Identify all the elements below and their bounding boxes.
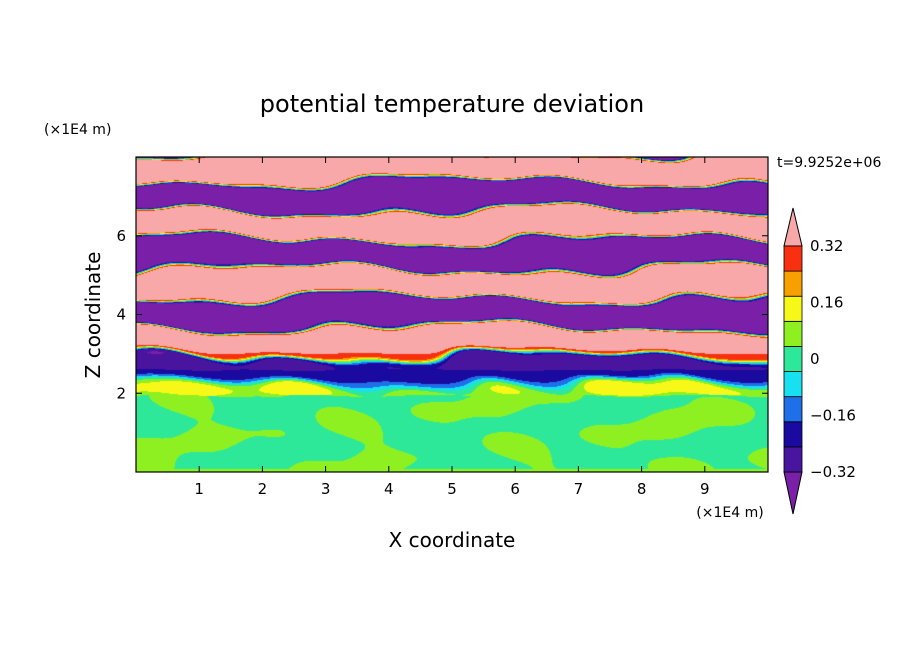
x-tick-label: 9 bbox=[700, 480, 710, 498]
x-unit-label: (×1E4 m) bbox=[696, 505, 763, 521]
colorbar-segment bbox=[783, 446, 803, 473]
colorbar-segment bbox=[783, 421, 803, 448]
x-tick-label: 3 bbox=[321, 480, 331, 498]
contour-raster bbox=[136, 157, 768, 472]
colorbar-tick-label: 0.32 bbox=[810, 237, 843, 255]
colorbar-tick-label: 0.16 bbox=[810, 294, 843, 312]
colorbar-segment bbox=[783, 320, 803, 347]
y-tick-label: 6 bbox=[116, 227, 126, 245]
x-axis-label: X coordinate bbox=[389, 528, 516, 552]
x-axis: 1 2 3 4 5 6 7 8 9 bbox=[194, 157, 710, 498]
x-tick-label: 6 bbox=[510, 480, 520, 498]
colorbar-extend-max bbox=[783, 207, 803, 247]
y-unit-label: (×1E4 m) bbox=[44, 122, 111, 138]
colorbar-tick-label: 0 bbox=[810, 350, 820, 368]
colorbar-tick-label: −0.16 bbox=[810, 407, 856, 425]
x-tick-label: 5 bbox=[447, 480, 457, 498]
contour-field bbox=[136, 157, 768, 472]
y-tick-label: 2 bbox=[116, 384, 126, 402]
colorbar-segment bbox=[783, 270, 803, 297]
chart-title: potential temperature deviation bbox=[260, 90, 644, 118]
x-tick-label: 8 bbox=[637, 480, 647, 498]
x-tick-label: 1 bbox=[194, 480, 204, 498]
colorbar-segment bbox=[783, 245, 803, 272]
colorbar: 0.32 0.16 0 −0.16 −0.32 bbox=[783, 207, 856, 515]
colorbar-segment bbox=[783, 396, 803, 423]
y-axis: 2 4 6 bbox=[116, 227, 768, 402]
x-tick-label: 2 bbox=[258, 480, 268, 498]
time-label: t=9.9252e+06 bbox=[777, 155, 881, 171]
x-tick-label: 4 bbox=[384, 480, 394, 498]
colorbar-segment bbox=[783, 371, 803, 398]
colorbar-tick-label: −0.32 bbox=[810, 463, 856, 481]
x-tick-label: 7 bbox=[574, 480, 584, 498]
colorbar-extend-min bbox=[783, 471, 803, 515]
y-tick-label: 4 bbox=[116, 306, 126, 324]
colorbar-segment bbox=[783, 295, 803, 322]
colorbar-segment bbox=[783, 346, 803, 372]
y-axis-label: Z coordinate bbox=[81, 252, 105, 379]
